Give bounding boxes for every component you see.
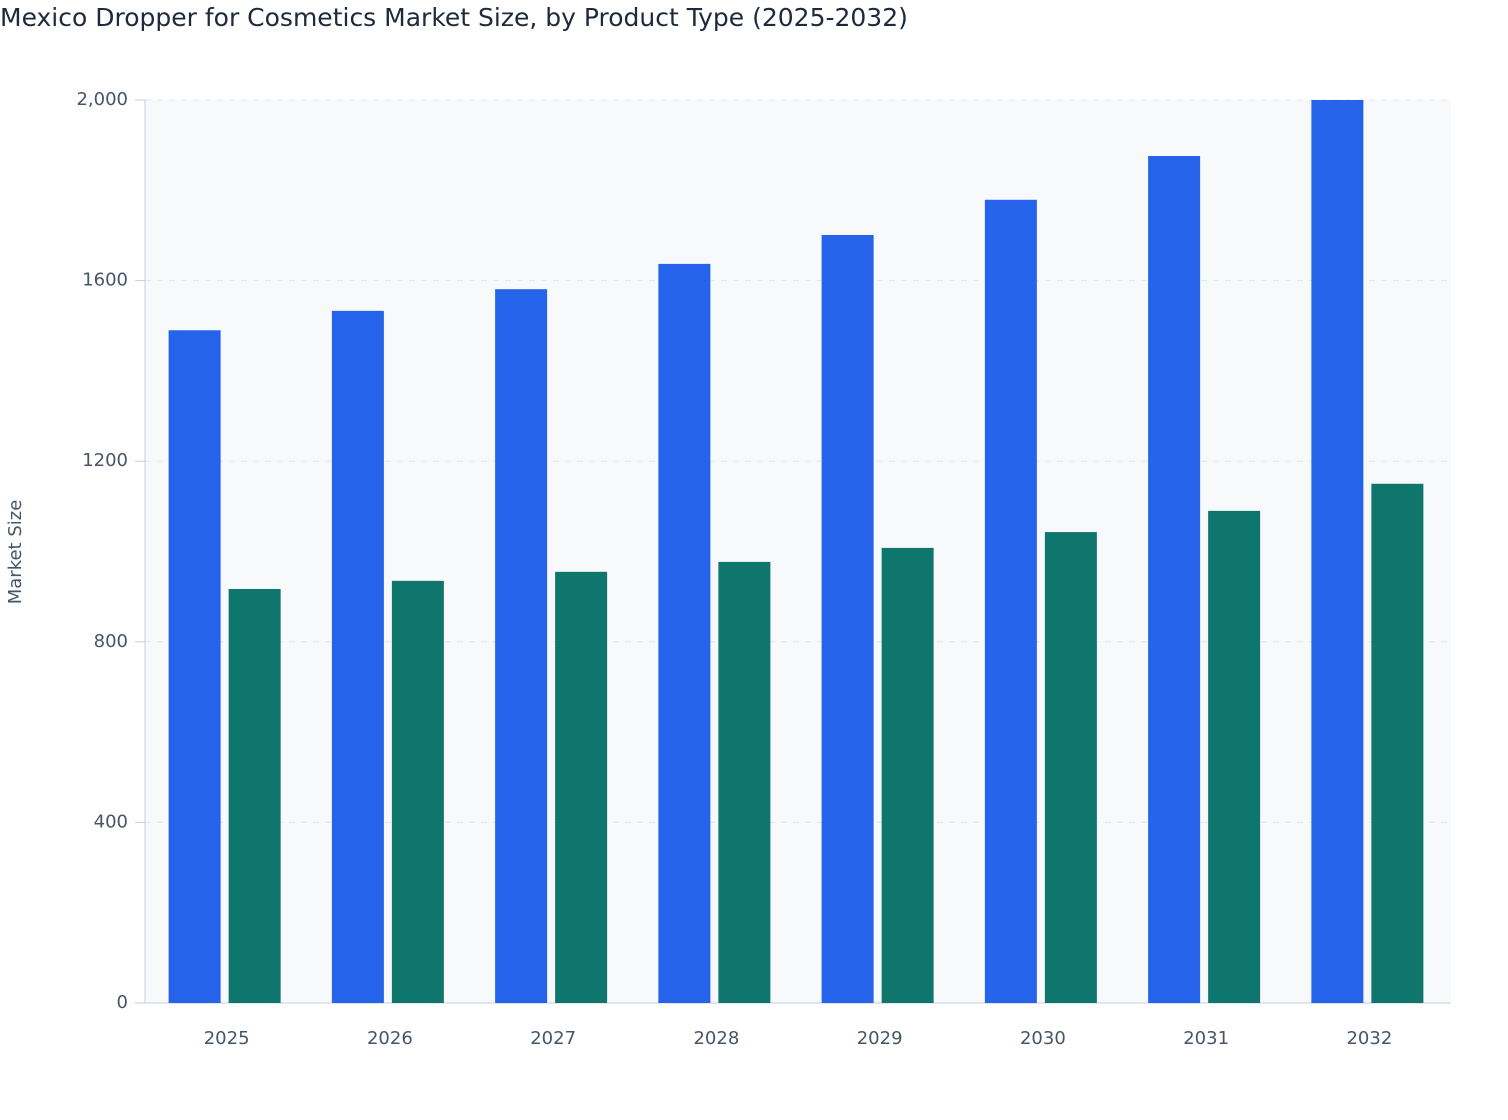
bar: [555, 571, 608, 1003]
y-tick-label: 2,000: [76, 89, 128, 110]
bar: [495, 289, 548, 1004]
y-tick-label: 400: [94, 811, 128, 832]
bar: [718, 561, 771, 1003]
bar: [821, 234, 874, 1003]
bar: [168, 330, 221, 1003]
x-tick-label: 2026: [367, 1028, 413, 1049]
chart-title: Mexico Dropper for Cosmetics Market Size…: [0, 3, 908, 32]
bar: [1044, 532, 1097, 1003]
x-tick-label: 2028: [693, 1028, 739, 1049]
x-tick-label: 2031: [1183, 1028, 1229, 1049]
bar: [881, 547, 934, 1003]
bar: [331, 310, 384, 1004]
x-tick-label: 2032: [1346, 1028, 1392, 1049]
bar: [391, 580, 444, 1003]
x-tick-label: 2030: [1020, 1028, 1066, 1049]
bar: [658, 263, 711, 1003]
y-tick-label: 0: [117, 992, 128, 1013]
y-tick-label: 1600: [82, 270, 128, 291]
x-tick-label: 2025: [204, 1028, 250, 1049]
bar: [1311, 100, 1364, 1003]
bar: [1148, 155, 1201, 1004]
bar: [1208, 510, 1261, 1003]
y-tick-label: 1200: [82, 450, 128, 471]
y-axis-label: Market Size: [5, 500, 26, 605]
bar: [984, 199, 1037, 1003]
bar: [228, 588, 281, 1003]
x-tick-label: 2029: [857, 1028, 903, 1049]
bar: [1371, 483, 1424, 1003]
x-tick-label: 2027: [530, 1028, 576, 1049]
y-tick-label: 800: [94, 631, 128, 652]
